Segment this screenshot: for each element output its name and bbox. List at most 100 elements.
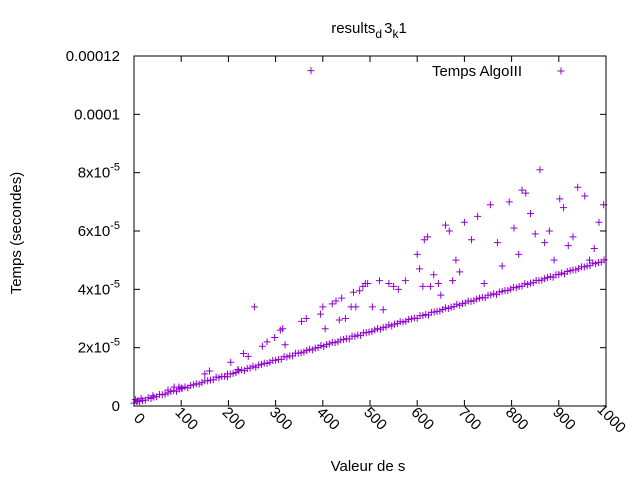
x-tick-label-9: 900 xyxy=(549,404,579,434)
point-s0-74 xyxy=(531,230,539,238)
point-s0-44 xyxy=(390,282,398,290)
point-s0-32 xyxy=(341,315,349,322)
point-s0-40 xyxy=(368,303,376,311)
x-tick-label-8: 800 xyxy=(502,404,532,434)
legend-label: Temps AlgoIII xyxy=(432,63,522,80)
point-s0-42 xyxy=(379,306,387,314)
point-s0-11 xyxy=(227,358,235,366)
point-s0-35 xyxy=(352,303,360,311)
point-s0-34 xyxy=(349,288,357,296)
point-s0-3 xyxy=(149,392,157,400)
point-s0-15 xyxy=(250,303,258,311)
title-base: results xyxy=(331,20,375,37)
point-s0-13 xyxy=(240,350,248,357)
point-s0-16 xyxy=(258,342,266,350)
point-s0-54 xyxy=(434,280,442,287)
x-tick-label-7: 700 xyxy=(455,404,485,434)
point-s0-24 xyxy=(307,67,315,75)
point-s0-2 xyxy=(137,394,145,402)
x-tick-label-1: 100 xyxy=(172,404,202,434)
point-s0-20 xyxy=(279,325,287,333)
point-s0-55 xyxy=(437,291,445,299)
y-tick-label-2: 4x10-5 xyxy=(78,278,120,298)
point-s0-12 xyxy=(234,366,242,374)
y-tick-labels: 0 2x10-5 4x10-5 6x10-5 8x10-5 0.0001 0.00012 xyxy=(66,48,120,415)
point-s0-27 xyxy=(321,325,329,333)
point-s0-28 xyxy=(328,300,336,308)
x-tick-label-2: 200 xyxy=(219,404,249,434)
point-s0-68 xyxy=(505,198,513,206)
point-s0-66 xyxy=(493,239,501,247)
point-s0-83 xyxy=(574,183,582,191)
point-s0-86 xyxy=(590,245,598,252)
y-tick-label-4: 8x10-5 xyxy=(78,162,120,182)
y-tick-label-6: 0.00012 xyxy=(66,48,120,65)
x-tick-label-6: 600 xyxy=(408,404,438,434)
point-s0-70 xyxy=(515,250,523,258)
title-sub-1: d xyxy=(375,27,382,41)
point-s0-59 xyxy=(452,256,460,264)
point-s0-39 xyxy=(364,280,372,287)
point-s0-9 xyxy=(206,367,214,375)
point-s0-76 xyxy=(541,239,549,247)
point-s0-63 xyxy=(474,212,482,220)
point-s0-78 xyxy=(550,256,558,264)
y-tick-label-1: 2x10-5 xyxy=(78,337,120,357)
point-s0-69 xyxy=(510,224,518,232)
point-s0-64 xyxy=(480,280,488,287)
point-s0-8 xyxy=(201,370,209,378)
y-tick-label-0: 0 xyxy=(112,398,120,415)
point-s0-30 xyxy=(335,316,343,324)
point-s0-49 xyxy=(419,282,427,290)
point-s0-85 xyxy=(585,256,593,264)
point-s0-22 xyxy=(298,317,306,325)
point-s0-61 xyxy=(460,218,468,226)
title-mid: 3 xyxy=(384,20,392,37)
point-s0-82 xyxy=(569,233,577,241)
x-tick-label-4: 400 xyxy=(313,404,343,434)
point-s0-45 xyxy=(394,285,402,293)
point-s0-48 xyxy=(416,265,424,273)
data-points xyxy=(130,67,608,407)
point-s0-29 xyxy=(332,297,340,305)
point-s0-80 xyxy=(560,204,568,212)
point-s0-65 xyxy=(486,201,494,209)
x-axis-label: Valeur de s xyxy=(331,458,406,475)
point-s0-77 xyxy=(545,227,553,235)
legend-marker xyxy=(557,67,565,75)
point-s0-41 xyxy=(375,277,383,285)
chart-title: resultsd 3k1 xyxy=(331,20,407,41)
point-s0-62 xyxy=(467,236,475,244)
point-s0-43 xyxy=(385,280,393,287)
point-s0-81 xyxy=(564,242,572,250)
point-s0-36 xyxy=(356,287,364,295)
point-s0-7 xyxy=(177,384,185,392)
point-s0-10 xyxy=(223,373,231,381)
point-s0-47 xyxy=(413,250,421,258)
point-s0-51 xyxy=(424,233,432,241)
y-tick-label-3: 6x10-5 xyxy=(78,220,120,240)
x-tick-label-5: 500 xyxy=(360,404,390,434)
legend-marker-plus xyxy=(557,67,565,75)
point-s0-56 xyxy=(442,221,450,229)
point-s0-60 xyxy=(456,268,464,276)
point-s0-73 xyxy=(526,210,534,217)
point-s0-46 xyxy=(401,277,409,285)
title-end: 1 xyxy=(398,20,406,37)
point-s0-25 xyxy=(316,310,324,318)
point-s0-57 xyxy=(445,227,453,235)
point-s0-4 xyxy=(164,386,172,394)
point-s0-23 xyxy=(302,315,310,322)
point-s0-26 xyxy=(319,303,327,311)
x-tick-label-3: 300 xyxy=(266,404,296,434)
x-tick-label-0: 0 xyxy=(130,410,148,428)
point-s0-58 xyxy=(449,277,457,285)
point-s0-67 xyxy=(498,262,506,270)
point-s0-21 xyxy=(281,341,289,349)
point-s0-79 xyxy=(556,195,564,203)
title-sub-2: k xyxy=(392,27,399,41)
point-s0-84 xyxy=(581,192,589,200)
point-s0-18 xyxy=(271,333,279,341)
point-s0-14 xyxy=(244,352,252,360)
